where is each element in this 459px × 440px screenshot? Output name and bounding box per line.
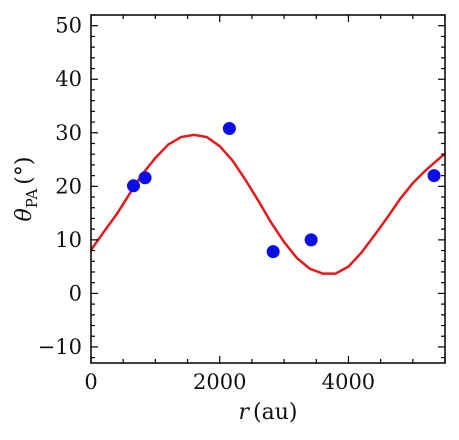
plot-axis: [90, 14, 446, 364]
scatter-point: [222, 122, 236, 136]
scatter-point: [266, 245, 280, 259]
y-tick-label: 10: [55, 228, 82, 252]
scatter-point: [126, 179, 140, 193]
y-tick-label: 30: [55, 121, 82, 145]
y-tick-label: 0: [69, 281, 82, 305]
x-axis-symbol: r: [239, 400, 251, 425]
x-axis-unit: (au): [253, 400, 297, 425]
y-tick-label: 50: [55, 14, 82, 38]
scatter-point: [427, 169, 441, 183]
y-axis-subscript: PA: [23, 189, 41, 209]
y-tick-label: 20: [55, 174, 82, 198]
scatter-point: [138, 171, 152, 185]
y-axis-symbol: θ: [12, 208, 37, 221]
x-axis-title: r (au): [239, 400, 298, 425]
x-tick-label: 2000: [193, 370, 246, 394]
y-axis-unit: (°): [12, 157, 37, 185]
plot-frame: [90, 14, 446, 364]
scatter-point: [304, 233, 318, 247]
plot-series: [89, 122, 446, 275]
y-axis-title: θPA (°): [12, 157, 41, 222]
y-tick-label: −10: [38, 335, 82, 359]
y-tick-label: 40: [55, 67, 82, 91]
x-tick-label: 4000: [322, 370, 375, 394]
fit-curve: [89, 133, 446, 275]
x-tick-label: 0: [84, 370, 97, 394]
